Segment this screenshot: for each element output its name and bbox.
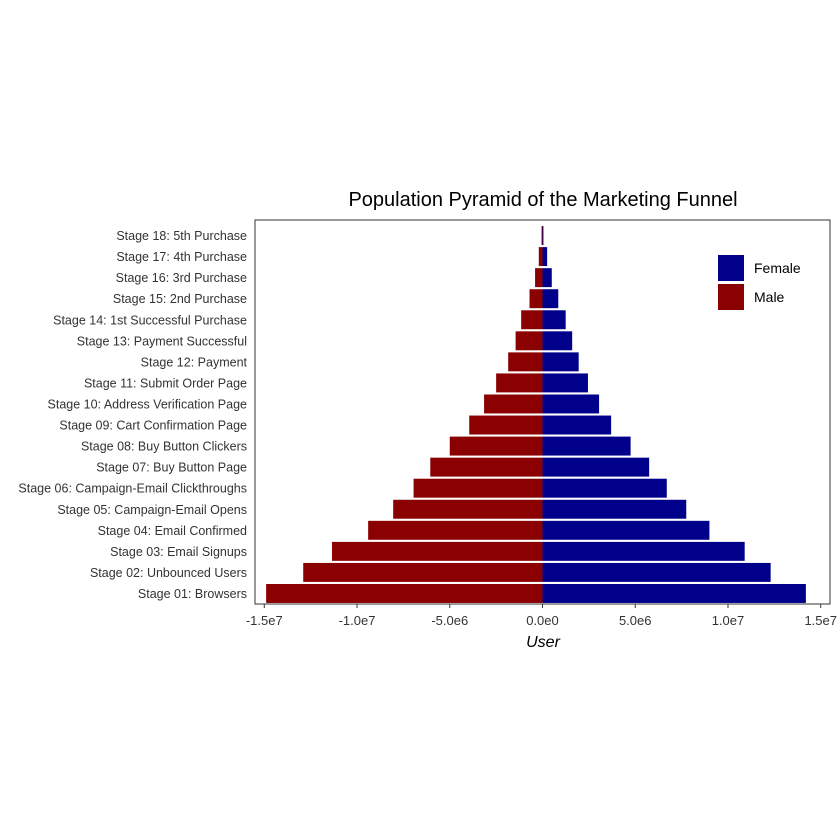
category-label: Stage 05: Campaign-Email Opens <box>57 503 247 517</box>
female-bar <box>542 499 687 519</box>
category-labels: Stage 01: Browsers Stage 02: Unbounced Us… <box>18 229 247 601</box>
female-bar <box>542 520 710 540</box>
female-bar <box>542 226 544 246</box>
female-bar <box>542 394 600 414</box>
category-label: Stage 07: Buy Button Page <box>96 461 247 475</box>
female-bar <box>542 583 806 603</box>
x-tick-label: 0.0e0 <box>526 613 559 628</box>
x-tick-label: -1.5e7 <box>246 613 283 628</box>
male-bar <box>413 478 543 498</box>
category-label: Stage 08: Buy Button Clickers <box>81 440 247 454</box>
category-label: Stage 15: 2nd Purchase <box>113 292 247 306</box>
female-legend-label: Female <box>754 260 801 276</box>
female-bar <box>542 268 552 288</box>
male-bar <box>266 583 543 603</box>
male-legend-swatch <box>718 284 744 310</box>
male-bar <box>331 541 543 561</box>
category-label: Stage 11: Submit Order Page <box>84 376 247 390</box>
x-tick-label: -1.0e7 <box>339 613 376 628</box>
male-bar <box>449 436 543 456</box>
x-tick-label: -5.0e6 <box>431 613 468 628</box>
male-bar <box>469 415 543 435</box>
category-label: Stage 01: Browsers <box>138 587 247 601</box>
category-label: Stage 04: Email Confirmed <box>98 524 247 538</box>
male-bar <box>303 562 543 582</box>
plot-border <box>254 219 831 605</box>
female-bar <box>542 373 588 393</box>
category-label: Stage 06: Campaign-Email Clickthroughs <box>18 482 247 496</box>
female-bar <box>542 247 548 267</box>
x-tick-label: 5.0e6 <box>619 613 652 628</box>
female-bar <box>542 331 573 351</box>
male-bar <box>541 226 543 246</box>
female-bar <box>542 562 771 582</box>
female-bar <box>542 289 559 309</box>
female-bar <box>542 541 745 561</box>
female-bar <box>542 310 566 330</box>
bars-layer <box>266 226 806 603</box>
female-legend-swatch <box>718 255 744 281</box>
female-bar <box>542 457 650 477</box>
category-label: Stage 02: Unbounced Users <box>90 566 247 580</box>
female-bar <box>542 436 631 456</box>
female-bar <box>542 352 579 372</box>
male-bar <box>515 331 543 351</box>
category-label: Stage 12: Payment <box>141 355 248 369</box>
male-bar <box>535 268 543 288</box>
male-bar <box>538 247 543 267</box>
male-bar <box>393 499 543 519</box>
male-bar <box>368 520 543 540</box>
category-label: Stage 16: 3rd Purchase <box>116 271 247 285</box>
category-label: Stage 14: 1st Successful Purchase <box>53 313 247 327</box>
category-label: Stage 09: Cart Confirmation Page <box>59 419 247 433</box>
x-tick-label: 1.0e7 <box>712 613 745 628</box>
category-label: Stage 18: 5th Purchase <box>116 229 247 243</box>
male-bar <box>496 373 543 393</box>
x-tick-label: 1.5e7 <box>804 613 837 628</box>
legend: Female Male <box>718 255 801 310</box>
x-axis: -1.5e7 -1.0e7 -5.0e6 0.0e0 5.0e6 1.0e7 1.5e7 <box>246 604 837 628</box>
female-bar <box>542 415 612 435</box>
category-label: Stage 03: Email Signups <box>110 545 247 559</box>
category-label: Stage 17: 4th Purchase <box>116 250 247 264</box>
female-bar <box>542 478 667 498</box>
male-bar <box>521 310 543 330</box>
chart-title: Population Pyramid of the Marketing Funn… <box>348 189 737 211</box>
male-bar <box>508 352 543 372</box>
male-legend-label: Male <box>754 289 785 305</box>
male-bar <box>484 394 543 414</box>
category-label: Stage 10: Address Verification Page <box>48 397 247 411</box>
category-label: Stage 13: Payment Successful <box>77 334 247 348</box>
x-axis-title: User <box>526 634 560 651</box>
male-bar <box>529 289 543 309</box>
male-bar <box>430 457 543 477</box>
